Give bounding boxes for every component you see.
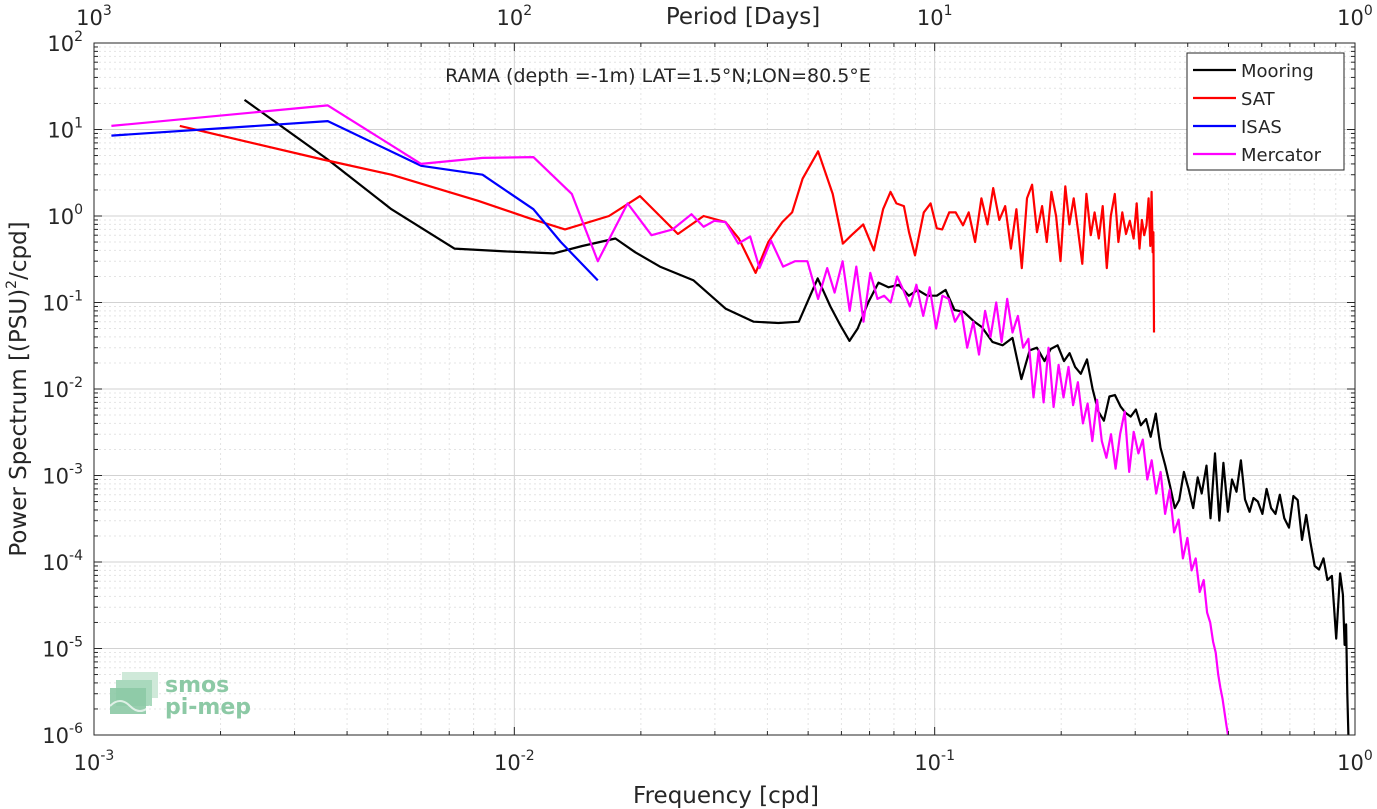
series-line-isas xyxy=(111,119,599,282)
y-tick-label: 10-6 xyxy=(42,721,83,748)
legend-label-mooring: Mooring xyxy=(1241,61,1314,82)
x-tick-label: 10-3 xyxy=(74,748,115,775)
y-tick-label: 100 xyxy=(47,202,83,229)
x-axis-label: Frequency [cpd] xyxy=(633,783,819,809)
major-grid xyxy=(93,42,1356,736)
smos-pi-mep-logo: smos pi-mep xyxy=(109,672,251,720)
x-tick-label: 10-1 xyxy=(914,748,955,775)
legend-label-mercator: Mercator xyxy=(1241,145,1322,166)
y-tick-label: 101 xyxy=(47,116,83,143)
logo-line2: pi-mep xyxy=(165,695,251,720)
y-tick-label: 10-2 xyxy=(42,375,83,402)
y-tick-label: 102 xyxy=(47,29,83,56)
legend-box xyxy=(1186,52,1345,171)
series-line-sat xyxy=(179,124,1156,333)
series-line-mercator xyxy=(111,104,1230,736)
top-tick-label: 101 xyxy=(917,3,953,30)
series-layer xyxy=(111,99,1350,736)
top-axis-label: Period [Days] xyxy=(666,4,820,30)
top-tick-label: 103 xyxy=(76,3,112,30)
x-tick-label: 100 xyxy=(1337,748,1373,775)
logo-line1: smos xyxy=(165,673,229,698)
y-tick-label: 10-1 xyxy=(42,289,83,316)
legend: Mooring SAT ISAS Mercator xyxy=(1186,52,1345,171)
chart-title: RAMA (depth =-1m) LAT=1.5°N;LON=80.5°E xyxy=(445,65,871,87)
y-tick-label: 10-4 xyxy=(42,548,83,575)
legend-label-isas: ISAS xyxy=(1241,117,1282,138)
top-tick-label: 100 xyxy=(1337,3,1373,30)
legend-label-sat: SAT xyxy=(1241,89,1276,110)
x-tick-label: 10-2 xyxy=(494,748,535,775)
logo-mark-icon xyxy=(109,672,158,714)
top-tick-label: 102 xyxy=(497,3,533,30)
tick-marks xyxy=(93,42,1356,736)
y-tick-label: 10-5 xyxy=(42,635,83,662)
y-axis-label: Power Spectrum [(PSU)2/cpd] xyxy=(4,221,32,556)
y-tick-label: 10-3 xyxy=(42,462,83,489)
